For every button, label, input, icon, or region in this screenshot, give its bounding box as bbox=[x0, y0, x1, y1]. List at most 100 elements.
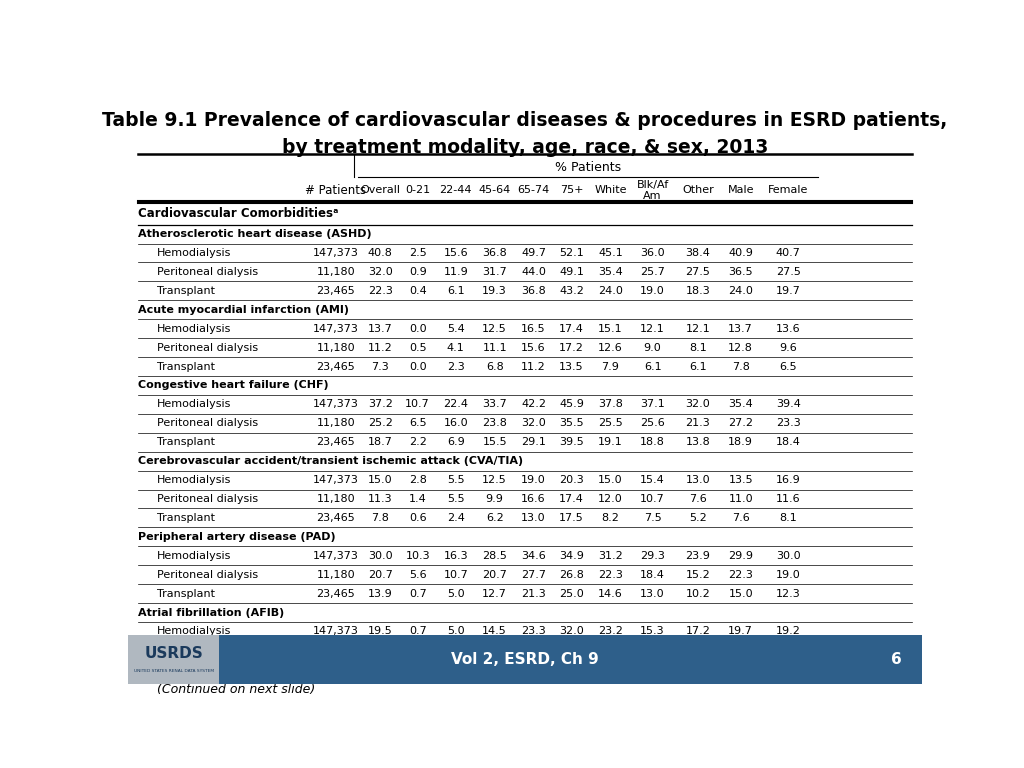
Text: 6: 6 bbox=[891, 652, 902, 667]
Text: 45.9: 45.9 bbox=[559, 399, 584, 409]
Text: 34.6: 34.6 bbox=[521, 551, 546, 561]
Text: 32.0: 32.0 bbox=[368, 267, 393, 277]
Text: 35.5: 35.5 bbox=[559, 419, 584, 429]
Text: 10.7: 10.7 bbox=[443, 570, 468, 580]
Text: 40.9: 40.9 bbox=[728, 248, 753, 258]
Text: 8.1: 8.1 bbox=[779, 513, 797, 523]
Text: 14.6: 14.6 bbox=[598, 588, 623, 598]
Text: 9.8: 9.8 bbox=[644, 645, 662, 655]
Text: 0.9: 0.9 bbox=[409, 267, 427, 277]
Text: 19.0: 19.0 bbox=[640, 286, 665, 296]
Text: 12.8: 12.8 bbox=[728, 343, 753, 353]
Text: Overall: Overall bbox=[360, 185, 400, 195]
Text: Peripheral artery disease (PAD): Peripheral artery disease (PAD) bbox=[137, 532, 335, 542]
Text: Peritoneal dialysis: Peritoneal dialysis bbox=[158, 645, 258, 655]
Text: 25.7: 25.7 bbox=[640, 267, 665, 277]
Text: 7.8: 7.8 bbox=[732, 362, 750, 372]
Text: 38.4: 38.4 bbox=[685, 248, 711, 258]
Text: 5.6: 5.6 bbox=[409, 570, 426, 580]
Text: 1.4: 1.4 bbox=[409, 494, 427, 504]
Text: 23.3: 23.3 bbox=[776, 419, 801, 429]
Text: 0-21: 0-21 bbox=[406, 185, 430, 195]
Text: 23.9: 23.9 bbox=[685, 551, 711, 561]
Text: 18.8: 18.8 bbox=[640, 437, 665, 447]
Text: Peritoneal dialysis: Peritoneal dialysis bbox=[158, 343, 258, 353]
Text: Cardiovascular Comorbiditiesᵃ: Cardiovascular Comorbiditiesᵃ bbox=[137, 207, 338, 220]
Text: 12.5: 12.5 bbox=[482, 475, 507, 485]
Text: 37.1: 37.1 bbox=[640, 399, 665, 409]
Text: 29.9: 29.9 bbox=[728, 551, 754, 561]
Text: 6.8: 6.8 bbox=[485, 362, 504, 372]
Text: (Continued on next slide): (Continued on next slide) bbox=[158, 683, 315, 696]
Text: 11.0: 11.0 bbox=[728, 494, 753, 504]
Text: Transplant: Transplant bbox=[158, 588, 215, 598]
Text: 40.8: 40.8 bbox=[368, 248, 393, 258]
Text: 18.7: 18.7 bbox=[368, 437, 393, 447]
Text: 34.9: 34.9 bbox=[559, 551, 584, 561]
Text: 11.2: 11.2 bbox=[368, 343, 393, 353]
Text: 24.0: 24.0 bbox=[728, 286, 753, 296]
Text: 13.0: 13.0 bbox=[640, 588, 665, 598]
Text: 25.2: 25.2 bbox=[368, 419, 393, 429]
Text: 23.3: 23.3 bbox=[521, 627, 546, 637]
Text: 23,465: 23,465 bbox=[316, 588, 355, 598]
Text: 9.7: 9.7 bbox=[689, 664, 707, 674]
Text: 27.2: 27.2 bbox=[728, 419, 754, 429]
Text: Hemodialysis: Hemodialysis bbox=[158, 475, 231, 485]
Text: 18.4: 18.4 bbox=[776, 437, 801, 447]
Text: by treatment modality, age, race, & sex, 2013: by treatment modality, age, race, & sex,… bbox=[282, 138, 768, 157]
Text: 16.0: 16.0 bbox=[443, 419, 468, 429]
Text: 12.5: 12.5 bbox=[482, 323, 507, 334]
Text: 32.1: 32.1 bbox=[559, 645, 584, 655]
Text: 0.0: 0.0 bbox=[409, 645, 426, 655]
Text: 2.5: 2.5 bbox=[409, 248, 427, 258]
Text: 39.4: 39.4 bbox=[776, 399, 801, 409]
Text: 15.6: 15.6 bbox=[443, 248, 468, 258]
Text: 19.0: 19.0 bbox=[776, 570, 801, 580]
Text: 5.0: 5.0 bbox=[446, 588, 465, 598]
Text: 37.2: 37.2 bbox=[368, 399, 393, 409]
Text: 1.8: 1.8 bbox=[446, 664, 465, 674]
Text: 32.0: 32.0 bbox=[521, 419, 546, 429]
Text: 11.2: 11.2 bbox=[685, 645, 711, 655]
Text: 18.9: 18.9 bbox=[728, 437, 753, 447]
Text: 22.3: 22.3 bbox=[368, 286, 393, 296]
Text: 30.0: 30.0 bbox=[368, 551, 392, 561]
Text: 5.5: 5.5 bbox=[446, 475, 465, 485]
Text: 16.6: 16.6 bbox=[521, 494, 546, 504]
Text: 32.0: 32.0 bbox=[559, 627, 584, 637]
Text: 0.4: 0.4 bbox=[409, 286, 427, 296]
Text: 17.4: 17.4 bbox=[559, 323, 584, 334]
Text: White: White bbox=[594, 185, 627, 195]
Text: 13.6: 13.6 bbox=[776, 323, 801, 334]
Text: 147,373: 147,373 bbox=[313, 475, 358, 485]
Text: 45-64: 45-64 bbox=[478, 185, 511, 195]
Text: 17.5: 17.5 bbox=[559, 513, 584, 523]
Text: 12.7: 12.7 bbox=[482, 588, 507, 598]
Text: 2.2: 2.2 bbox=[409, 437, 427, 447]
Text: 3.8: 3.8 bbox=[446, 645, 465, 655]
Text: 7.6: 7.6 bbox=[732, 513, 750, 523]
Text: 11.6: 11.6 bbox=[776, 494, 801, 504]
Text: Cerebrovascular accident/transient ischemic attack (CVA/TIA): Cerebrovascular accident/transient ische… bbox=[137, 456, 522, 466]
Text: 33.7: 33.7 bbox=[482, 399, 507, 409]
Text: 30.0: 30.0 bbox=[776, 551, 801, 561]
Text: 11,180: 11,180 bbox=[316, 343, 355, 353]
Text: Peritoneal dialysis: Peritoneal dialysis bbox=[158, 419, 258, 429]
Text: 12.0: 12.0 bbox=[598, 494, 623, 504]
Text: 5.2: 5.2 bbox=[689, 513, 707, 523]
Text: 11,180: 11,180 bbox=[316, 494, 355, 504]
Text: 6.5: 6.5 bbox=[779, 362, 797, 372]
Text: 0.5: 0.5 bbox=[409, 343, 426, 353]
Text: 11.1: 11.1 bbox=[482, 343, 507, 353]
Text: 10.2: 10.2 bbox=[685, 588, 711, 598]
Text: 14.5: 14.5 bbox=[482, 627, 507, 637]
Text: 23,465: 23,465 bbox=[316, 437, 355, 447]
Text: 16.4: 16.4 bbox=[598, 645, 623, 655]
Text: Male: Male bbox=[727, 185, 754, 195]
Text: Female: Female bbox=[768, 185, 809, 195]
Text: Transplant: Transplant bbox=[158, 664, 215, 674]
Bar bbox=[128, 635, 219, 684]
Text: 10.7: 10.7 bbox=[640, 494, 665, 504]
Text: Transplant: Transplant bbox=[158, 437, 215, 447]
